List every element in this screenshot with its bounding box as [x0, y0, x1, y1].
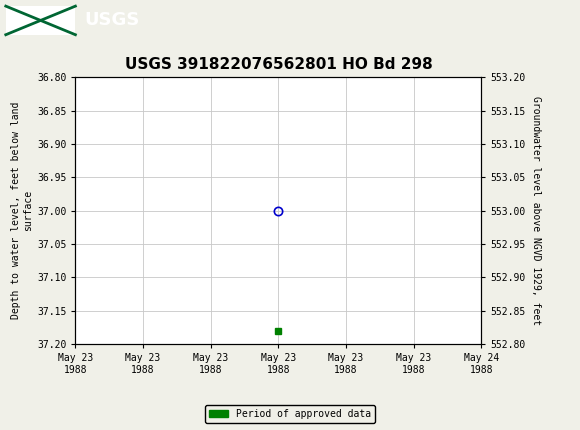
Title: USGS 391822076562801 HO Bd 298: USGS 391822076562801 HO Bd 298 — [125, 57, 432, 72]
Y-axis label: Groundwater level above NGVD 1929, feet: Groundwater level above NGVD 1929, feet — [531, 96, 541, 325]
Y-axis label: Depth to water level, feet below land
surface: Depth to water level, feet below land su… — [11, 102, 33, 319]
FancyBboxPatch shape — [6, 6, 75, 35]
Legend: Period of approved data: Period of approved data — [205, 405, 375, 423]
Text: USGS: USGS — [84, 12, 139, 29]
